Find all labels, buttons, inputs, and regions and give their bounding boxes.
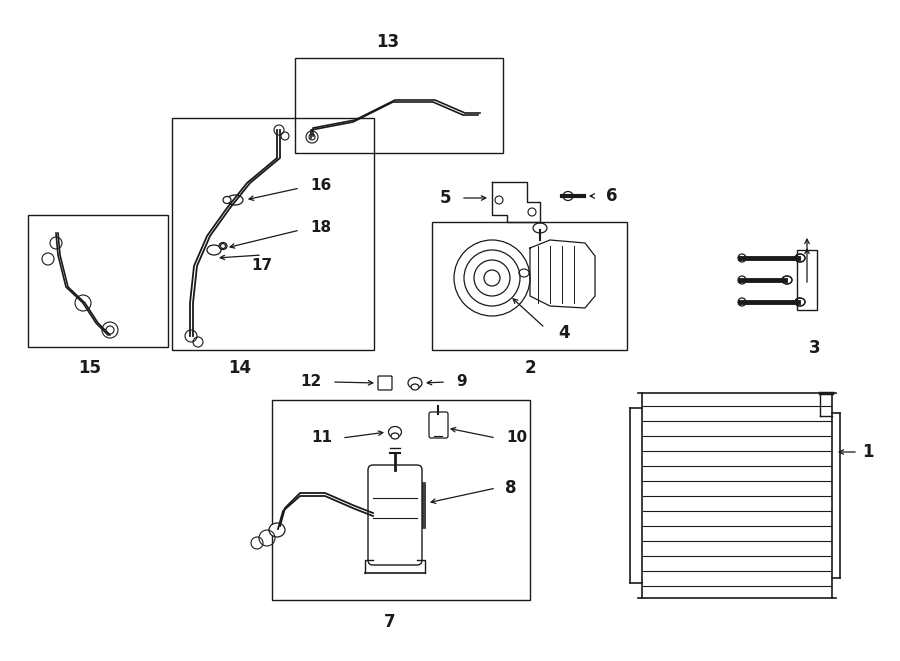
Ellipse shape [269, 523, 285, 537]
Ellipse shape [207, 245, 221, 255]
Ellipse shape [227, 195, 243, 205]
Bar [295, 58, 503, 153]
Ellipse shape [411, 384, 419, 390]
Text: 4: 4 [558, 324, 570, 342]
Ellipse shape [738, 298, 746, 306]
Ellipse shape [391, 433, 399, 439]
Text: 13: 13 [376, 33, 400, 51]
Text: 6: 6 [606, 187, 617, 205]
FancyBboxPatch shape [378, 376, 392, 390]
Ellipse shape [738, 276, 746, 284]
Bar [272, 400, 530, 600]
Ellipse shape [795, 254, 805, 262]
Text: 1: 1 [862, 443, 874, 461]
Text: 8: 8 [505, 479, 517, 497]
Ellipse shape [782, 276, 792, 284]
Ellipse shape [408, 377, 422, 389]
Text: 3: 3 [809, 339, 821, 357]
Text: 18: 18 [310, 221, 331, 235]
Text: 16: 16 [310, 178, 331, 194]
Text: 15: 15 [78, 359, 102, 377]
Text: 12: 12 [301, 375, 322, 389]
Ellipse shape [220, 243, 226, 249]
Text: 11: 11 [311, 430, 332, 444]
Ellipse shape [563, 192, 573, 200]
Bar [28, 215, 168, 347]
Ellipse shape [219, 243, 227, 249]
Text: 17: 17 [251, 258, 273, 272]
Text: 5: 5 [439, 189, 451, 207]
Bar [172, 118, 374, 350]
Bar [797, 250, 817, 310]
Ellipse shape [389, 426, 401, 438]
Ellipse shape [223, 196, 231, 204]
Text: 10: 10 [506, 430, 527, 444]
FancyBboxPatch shape [429, 412, 448, 438]
Text: 7: 7 [384, 613, 396, 631]
Text: 14: 14 [229, 359, 252, 377]
Ellipse shape [738, 254, 746, 262]
Ellipse shape [795, 298, 805, 306]
Text: 2: 2 [524, 359, 536, 377]
FancyBboxPatch shape [368, 465, 422, 565]
Bar [432, 222, 627, 350]
Text: 9: 9 [456, 375, 466, 389]
